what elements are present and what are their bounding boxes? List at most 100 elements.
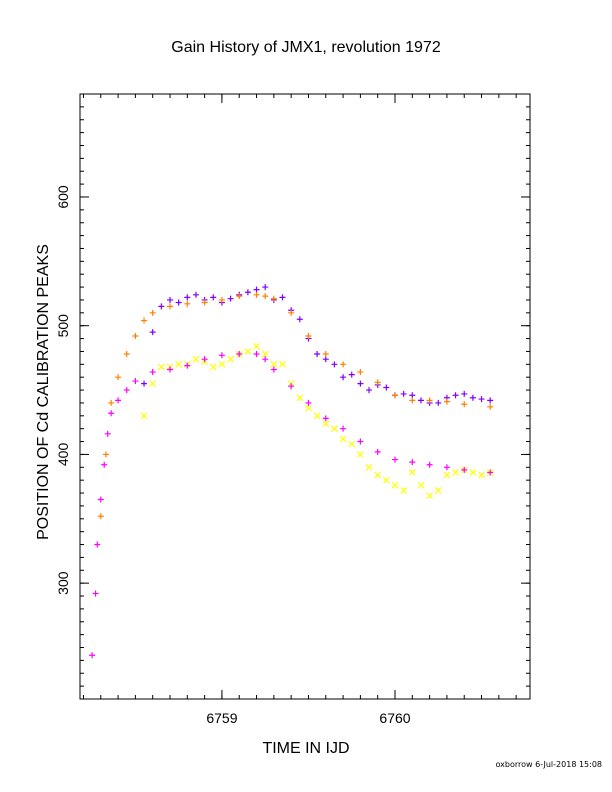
data-point — [149, 380, 157, 388]
data-point — [340, 361, 347, 368]
data-point — [192, 355, 200, 363]
data-point — [313, 412, 321, 420]
data-point — [365, 463, 373, 471]
data-point — [262, 284, 269, 291]
data-point — [417, 397, 424, 404]
data-point — [262, 356, 269, 363]
data-point — [253, 351, 260, 358]
data-point — [253, 291, 260, 298]
data-point — [426, 461, 433, 468]
data-point — [270, 366, 277, 373]
data-point — [314, 351, 321, 358]
data-point — [391, 481, 399, 489]
data-point — [409, 459, 416, 466]
data-point — [167, 303, 173, 310]
data-point — [348, 371, 355, 378]
data-point — [330, 425, 338, 433]
data-point — [452, 392, 459, 399]
data-point — [132, 378, 139, 385]
data-point — [374, 448, 381, 455]
data-point — [461, 390, 468, 397]
data-point — [322, 356, 329, 363]
data-point — [357, 369, 364, 376]
data-point — [400, 390, 407, 397]
data-point — [236, 351, 243, 358]
data-point — [339, 435, 347, 443]
data-point — [227, 355, 235, 363]
data-point — [175, 299, 182, 306]
data-point — [392, 392, 398, 399]
data-point — [94, 541, 101, 548]
data-point — [331, 361, 338, 368]
data-point — [210, 294, 217, 301]
data-point — [270, 360, 278, 368]
data-point — [192, 291, 199, 298]
footer-timestamp: oxborrow 6-Jul-2018 15:08 — [495, 760, 602, 769]
chart-title: Gain History of JMX1, revolution 1972 — [171, 39, 441, 56]
data-point — [101, 461, 108, 468]
data-point — [426, 492, 434, 500]
data-point — [244, 289, 251, 296]
data-point — [478, 471, 485, 479]
data-point — [218, 352, 225, 359]
tick-labels: 6759 6760 300 400 500 600 — [55, 185, 411, 726]
data-point — [443, 398, 450, 405]
data-point — [201, 299, 208, 306]
data-point — [149, 369, 156, 376]
data-point — [184, 294, 191, 301]
y-tick-label: 400 — [55, 443, 71, 467]
data-point — [115, 397, 122, 404]
data-point — [167, 366, 173, 373]
data-point — [141, 317, 148, 324]
data-point — [461, 401, 468, 408]
data-point — [244, 348, 252, 355]
data-point — [305, 333, 312, 339]
data-point — [123, 387, 130, 394]
data-point — [218, 360, 226, 368]
x-tick-label: 6759 — [206, 710, 237, 726]
data-point — [340, 425, 347, 432]
data-point — [382, 476, 390, 484]
data-point — [108, 410, 115, 417]
data-point — [102, 451, 109, 458]
data-point — [104, 430, 111, 437]
axis-ticks — [80, 93, 530, 700]
data-point — [469, 469, 477, 476]
data-point — [92, 590, 99, 597]
data-point — [356, 451, 364, 458]
x-tick-label: 6760 — [379, 710, 410, 726]
data-point — [322, 420, 330, 427]
data-point — [487, 403, 494, 410]
data-point — [279, 294, 286, 301]
series-3 — [97, 291, 494, 520]
data-point — [227, 295, 234, 302]
data-point — [184, 300, 191, 307]
data-point — [461, 466, 468, 473]
data-point — [305, 399, 312, 406]
data-point — [443, 464, 450, 471]
data-point — [97, 496, 104, 503]
data-point — [236, 293, 243, 300]
series-2 — [140, 342, 494, 500]
data-point — [452, 469, 460, 476]
data-point — [149, 329, 156, 336]
data-point — [469, 394, 476, 401]
data-point — [115, 374, 122, 381]
data-point — [357, 438, 364, 445]
data-point — [366, 387, 373, 394]
y-axis-label: POSITION OF Cd CALIBRATION PEAKS — [35, 244, 52, 540]
data-point — [167, 296, 173, 303]
data-point — [374, 379, 381, 386]
data-point — [305, 404, 312, 412]
data-point — [288, 309, 295, 316]
data-point — [262, 293, 269, 300]
data-point — [443, 471, 451, 479]
data-point — [158, 303, 165, 310]
data-point — [108, 399, 115, 406]
data-point — [261, 350, 269, 358]
data-point — [123, 351, 130, 358]
data-point — [209, 363, 217, 371]
data-point — [288, 383, 295, 390]
data-point — [201, 356, 208, 363]
